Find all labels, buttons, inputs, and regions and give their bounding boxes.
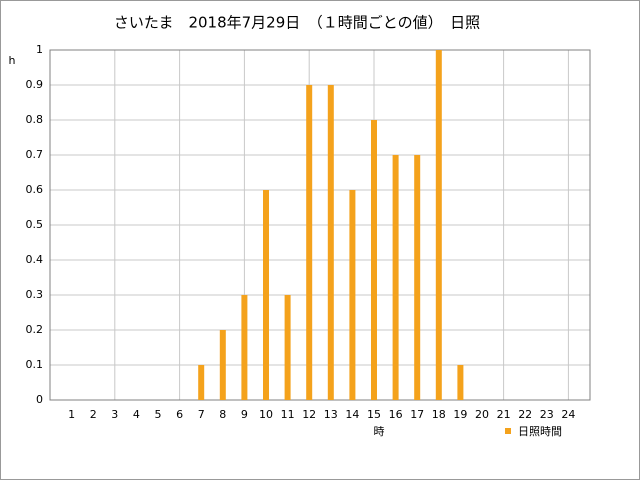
y-tick-label: 0.5 [26, 218, 44, 231]
bar [392, 155, 399, 400]
x-tick-label: 8 [219, 408, 226, 421]
y-axis-label: h [9, 54, 16, 67]
x-tick-label: 3 [111, 408, 118, 421]
x-tick-label: 16 [389, 408, 403, 421]
x-axis-label: 時 [374, 425, 385, 438]
bar [371, 120, 377, 400]
y-tick-label: 0.8 [26, 113, 44, 126]
legend-swatch [505, 428, 511, 434]
x-tick-label: 12 [302, 408, 316, 421]
x-tick-label: 20 [475, 408, 489, 421]
x-tick-label: 14 [345, 408, 359, 421]
y-tick-label: 1 [36, 43, 43, 56]
bar [327, 85, 334, 400]
x-tick-label: 9 [241, 408, 248, 421]
x-tick-label: 13 [324, 408, 338, 421]
bar [198, 365, 205, 400]
x-tick-label: 24 [561, 408, 575, 421]
x-tick-label: 7 [198, 408, 205, 421]
bar [349, 190, 356, 400]
y-tick-label: 0.2 [26, 323, 44, 336]
bar [414, 155, 421, 400]
x-tick-label: 21 [497, 408, 511, 421]
x-tick-label: 2 [90, 408, 97, 421]
bar [263, 190, 269, 400]
x-tick-label: 17 [410, 408, 424, 421]
x-tick-label: 18 [432, 408, 446, 421]
legend-label: 日照時間 [518, 425, 562, 438]
bar [457, 365, 464, 400]
chart-title: さいたま 2018年7月29日 （１時間ごとの値） 日照 [114, 14, 480, 32]
bar [241, 295, 248, 400]
bar [306, 85, 313, 400]
plot-frame [49, 49, 591, 401]
x-tick-label: 22 [518, 408, 532, 421]
x-tick-label: 5 [155, 408, 162, 421]
bar [219, 330, 226, 400]
y-tick-label: 0 [36, 393, 43, 406]
x-tick-label: 6 [176, 408, 183, 421]
y-tick-label: 0.9 [26, 78, 44, 91]
x-tick-label: 10 [259, 408, 273, 421]
bar [284, 295, 291, 400]
x-tick-label: 19 [453, 408, 467, 421]
bar [435, 50, 442, 400]
y-tick-label: 0.3 [26, 288, 44, 301]
x-tick-label: 4 [133, 408, 140, 421]
y-tick-label: 0.4 [26, 253, 44, 266]
x-tick-label: 11 [281, 408, 295, 421]
x-tick-label: 15 [367, 408, 381, 421]
y-tick-label: 0.6 [26, 183, 44, 196]
y-tick-label: 0.7 [26, 148, 44, 161]
x-tick-label: 1 [68, 408, 75, 421]
x-tick-label: 23 [540, 408, 554, 421]
y-tick-label: 0.1 [26, 358, 44, 371]
